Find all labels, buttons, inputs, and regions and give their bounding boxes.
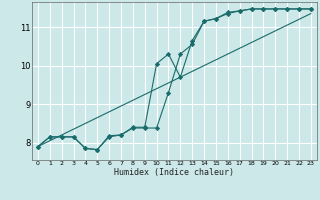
- X-axis label: Humidex (Indice chaleur): Humidex (Indice chaleur): [115, 168, 234, 177]
